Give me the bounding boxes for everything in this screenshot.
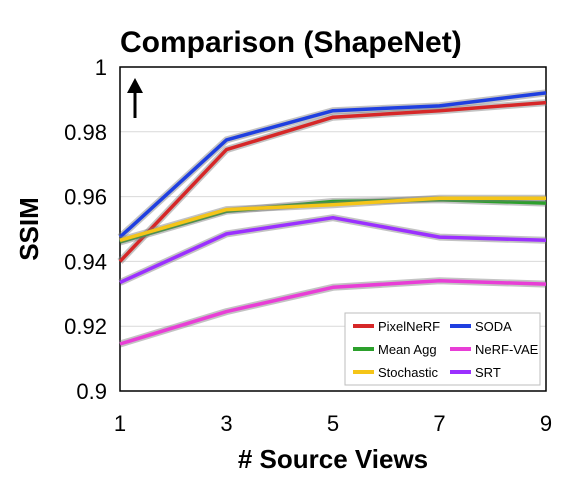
x-axis-label: # Source Views [238, 444, 428, 474]
series-line-nerf-vae [119, 279, 547, 346]
y-tick-label: 0.98 [64, 120, 107, 145]
x-tick-label: 1 [114, 411, 126, 436]
y-tick-label: 0.96 [64, 185, 107, 210]
series-line-stochastic [119, 196, 546, 242]
plot-area [119, 66, 547, 392]
y-tick-label: 0.94 [64, 249, 107, 274]
legend-items: PixelNeRF SODA Mean Agg NeRF-VAE Stochastic S… [353, 319, 539, 380]
legend-box [344, 312, 541, 386]
y-axis-label: SSIM [14, 197, 44, 261]
y-tick-label: 0.9 [76, 379, 107, 404]
series-line-soda [118, 91, 547, 239]
series-lines [117, 89, 547, 348]
series-line-pixelnerf [118, 100, 547, 263]
legend-label: Stochastic [378, 365, 438, 380]
y-tick-label: 0.92 [64, 314, 107, 339]
x-tick-label: 3 [220, 411, 232, 436]
legend-label: SODA [475, 319, 512, 334]
y-tick-label: 1 [95, 55, 107, 80]
chart-title: Comparison (ShapeNet) [120, 26, 462, 59]
legend-label: Mean Agg [378, 342, 437, 357]
tick-labels: 0.9 0.92 0.94 0.96 0.98 1 1 3 5 7 9 [64, 55, 552, 436]
legend-label: SRT [475, 365, 501, 380]
x-tick-label: 7 [433, 411, 445, 436]
legend-label: PixelNeRF [378, 319, 440, 334]
legend-label: NeRF-VAE [475, 342, 539, 357]
x-tick-label: 5 [327, 411, 339, 436]
series-shadow [118, 214, 547, 286]
up-arrow-icon [127, 78, 143, 118]
x-tick-label: 9 [540, 411, 552, 436]
legend: PixelNeRF SODA Mean Agg NeRF-VAE Stochastic S… [344, 312, 541, 386]
series-line-srt [119, 215, 547, 285]
